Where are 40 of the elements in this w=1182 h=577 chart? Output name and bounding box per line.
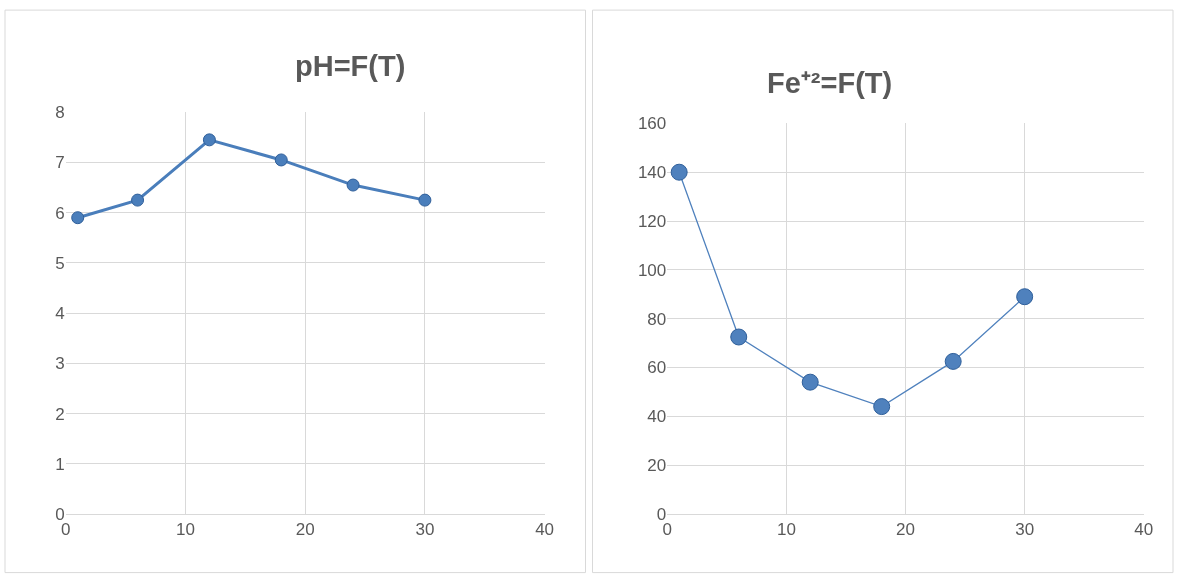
point bbox=[418, 193, 432, 207]
y-tick-label: 80 bbox=[647, 309, 667, 329]
point bbox=[801, 373, 819, 391]
point bbox=[944, 352, 962, 370]
y-tick-label: 1 bbox=[55, 454, 65, 474]
point bbox=[670, 163, 688, 181]
point bbox=[71, 211, 85, 225]
y-tick-label: 0 bbox=[55, 504, 65, 524]
y-tick-label: 40 bbox=[647, 407, 667, 427]
x-tick-label: 40 bbox=[1134, 520, 1154, 540]
point bbox=[346, 178, 360, 192]
y-tick-label: 60 bbox=[647, 358, 667, 378]
point bbox=[131, 193, 145, 207]
point bbox=[202, 133, 216, 147]
point bbox=[873, 398, 891, 416]
point bbox=[730, 328, 748, 346]
y-tick-label: 160 bbox=[637, 114, 667, 134]
y-tick-label: 2 bbox=[55, 404, 65, 424]
chart-title: Fe⁺²=F(T) bbox=[767, 67, 893, 99]
point bbox=[274, 153, 288, 167]
y-tick-label: 8 bbox=[55, 103, 65, 123]
x-tick-label: 20 bbox=[295, 520, 315, 540]
y-tick-label: 7 bbox=[55, 153, 65, 173]
y-tick-label: 100 bbox=[637, 260, 667, 280]
x-tick-label: 20 bbox=[896, 520, 915, 540]
x-tick-label: 30 bbox=[415, 520, 435, 540]
point bbox=[1016, 288, 1034, 306]
y-tick-label: 4 bbox=[55, 304, 65, 324]
y-tick-label: 0 bbox=[656, 504, 667, 524]
x-tick-label: 30 bbox=[1015, 520, 1035, 540]
y-tick-label: 5 bbox=[55, 253, 65, 273]
y-tick-label: 140 bbox=[637, 163, 667, 183]
y-tick-label: 6 bbox=[55, 203, 65, 223]
chart-title: pH=F(T) bbox=[295, 50, 406, 82]
y-tick-label: 3 bbox=[55, 354, 65, 374]
x-tick-label: 10 bbox=[776, 520, 796, 540]
y-tick-label: 20 bbox=[647, 456, 667, 476]
x-tick-label: 40 bbox=[535, 520, 555, 540]
x-tick-label: 10 bbox=[176, 520, 195, 540]
y-tick-label: 120 bbox=[637, 211, 667, 231]
